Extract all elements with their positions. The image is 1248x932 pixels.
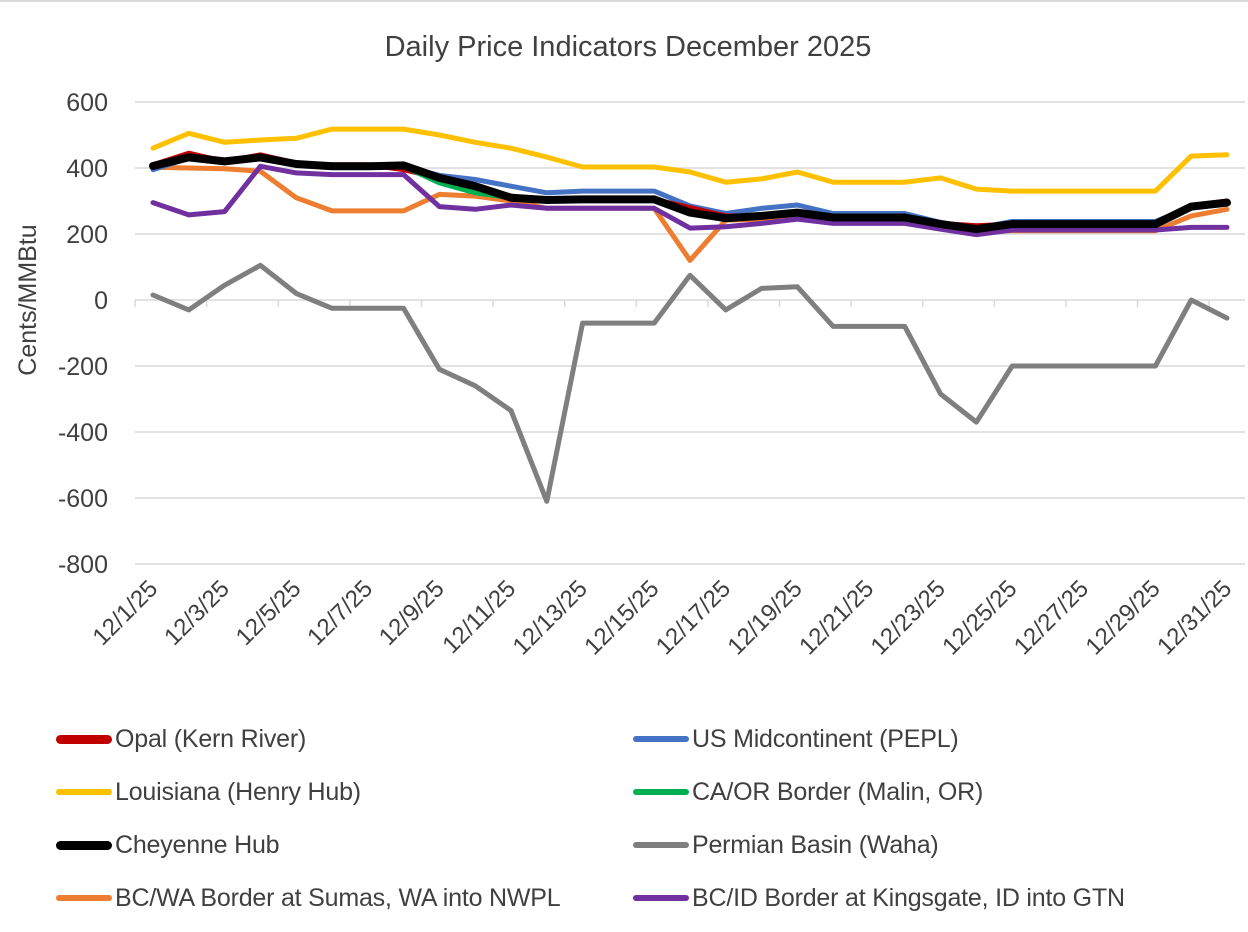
legend-label: BC/WA Border at Sumas, WA into NWPL bbox=[115, 883, 561, 912]
x-tick-label: 12/25/25 bbox=[937, 575, 1022, 660]
legend-swatch bbox=[633, 736, 689, 742]
x-tick-label: 12/1/25 bbox=[88, 575, 164, 651]
legend-swatch bbox=[56, 840, 112, 850]
legend-label: Cheyenne Hub bbox=[115, 830, 280, 859]
y-tick-label: 600 bbox=[66, 89, 108, 117]
series-line-permian-basin-waha bbox=[150, 262, 1230, 504]
legend-swatch bbox=[56, 789, 112, 795]
y-tick-label: 200 bbox=[66, 221, 108, 249]
x-tick-label: 12/31/25 bbox=[1152, 575, 1237, 660]
x-tick-label: 12/29/25 bbox=[1080, 575, 1165, 660]
x-tick-label: 12/5/25 bbox=[231, 575, 307, 651]
legend-swatch bbox=[633, 842, 689, 848]
x-tick-label: 12/15/25 bbox=[579, 575, 664, 660]
legend-item: Louisiana (Henry Hub) bbox=[56, 777, 361, 807]
y-tick-label: 0 bbox=[94, 287, 108, 315]
legend-item: BC/ID Border at Kingsgate, ID into GTN bbox=[633, 883, 1125, 913]
series-line-bc-id-border-at-kingsgate-id-into-gtn bbox=[150, 163, 1230, 238]
legend-label: Opal (Kern River) bbox=[115, 724, 307, 753]
y-tick-label: -600 bbox=[58, 485, 108, 513]
series-lines bbox=[149, 126, 1231, 504]
legend-item: CA/OR Border (Malin, OR) bbox=[633, 777, 983, 807]
legend-item: Permian Basin (Waha) bbox=[633, 830, 939, 860]
y-axis-ticks: 600 400 200 0 -200 -400 -600 -800 bbox=[58, 89, 108, 579]
y-tick-label: -200 bbox=[58, 353, 108, 381]
legend-item: Opal (Kern River) bbox=[56, 724, 306, 754]
y-tick-label: -800 bbox=[58, 551, 108, 579]
legend-swatch bbox=[633, 789, 689, 795]
x-tick-label: 12/19/25 bbox=[722, 575, 807, 660]
y-axis-title: Cents/MMBtu bbox=[14, 224, 42, 375]
x-tick-label: 12/17/25 bbox=[651, 575, 736, 660]
legend-item: US Midcontinent (PEPL) bbox=[633, 724, 959, 754]
legend-label: US Midcontinent (PEPL) bbox=[692, 724, 959, 753]
x-tick-label: 12/3/25 bbox=[159, 575, 235, 651]
series-line-louisiana-henry-hub bbox=[150, 126, 1230, 194]
x-tick-label: 12/23/25 bbox=[866, 575, 951, 660]
legend-item: BC/WA Border at Sumas, WA into NWPL bbox=[56, 883, 561, 913]
legend-swatch bbox=[633, 895, 689, 901]
chart-title: Daily Price Indicators December 2025 bbox=[385, 31, 872, 63]
x-tick-label: 12/13/25 bbox=[508, 575, 593, 660]
x-tick-label: 12/11/25 bbox=[437, 575, 521, 659]
x-axis-tick-labels: 12/1/2512/3/2512/5/2512/7/2512/9/2512/11… bbox=[88, 575, 1238, 660]
legend-label: Louisiana (Henry Hub) bbox=[115, 777, 361, 806]
y-tick-label: -400 bbox=[58, 419, 108, 447]
legend-label: BC/ID Border at Kingsgate, ID into GTN bbox=[692, 883, 1125, 912]
legend-swatch bbox=[56, 734, 112, 744]
legend-label: CA/OR Border (Malin, OR) bbox=[692, 777, 984, 806]
x-tick-label: 12/21/25 bbox=[794, 575, 879, 660]
x-axis bbox=[134, 299, 1245, 307]
legend-item: Cheyenne Hub bbox=[56, 830, 280, 860]
x-tick-label: 12/27/25 bbox=[1009, 575, 1094, 660]
legend-swatch bbox=[56, 895, 112, 901]
y-tick-label: 400 bbox=[66, 155, 108, 183]
top-border bbox=[0, 0, 1248, 2]
legend-label: Permian Basin (Waha) bbox=[692, 830, 939, 859]
x-tick-label: 12/7/25 bbox=[302, 575, 378, 651]
series-line-cheyenne-hub bbox=[149, 153, 1231, 234]
